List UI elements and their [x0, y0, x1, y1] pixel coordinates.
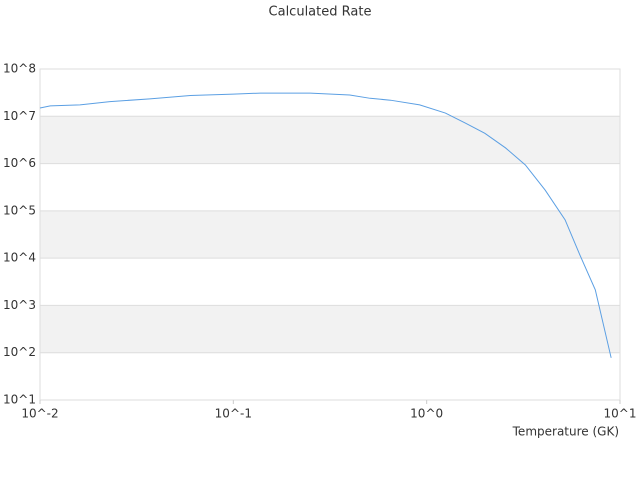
y-tick-label: 10^8 — [3, 62, 36, 76]
x-axis-label: Temperature (GK) — [512, 425, 619, 439]
plot-frame — [39, 68, 621, 401]
y-tick-label: 10^2 — [3, 345, 36, 359]
chart-title: Calculated Rate — [269, 5, 372, 20]
y-tick-label: 10^7 — [3, 109, 36, 123]
grid-band — [40, 210, 620, 259]
grid-band — [40, 305, 620, 353]
y-tick-label: 10^1 — [3, 393, 36, 407]
x-tick-label: 10^-1 — [215, 407, 252, 421]
x-tick-label: 10^1 — [604, 407, 637, 421]
y-tick-label: 10^4 — [3, 251, 36, 265]
grid-band — [40, 116, 620, 164]
x-tick-label: 10^0 — [410, 407, 443, 421]
x-tick-label: 10^-2 — [21, 407, 58, 421]
y-tick-label: 10^6 — [3, 156, 36, 170]
y-tick-label: 10^3 — [3, 298, 36, 312]
data-line — [39, 92, 612, 358]
y-tick-label: 10^5 — [3, 203, 36, 217]
